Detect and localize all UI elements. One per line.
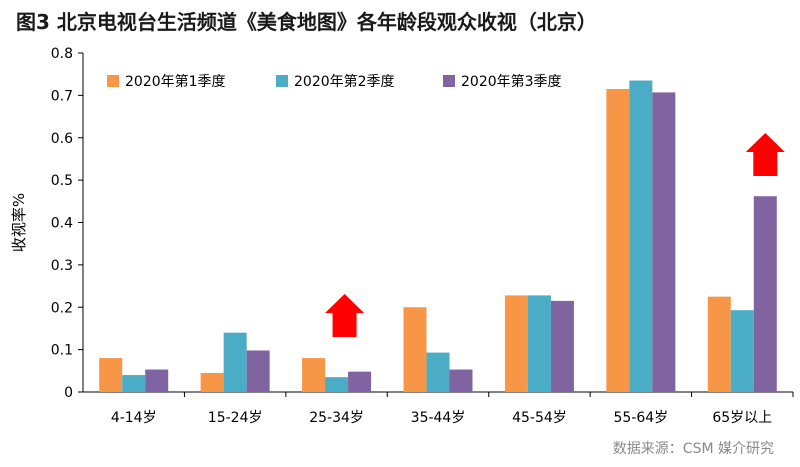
x-tick-label: 25-34岁 — [309, 410, 364, 426]
bar-1-5 — [504, 295, 528, 392]
bar-3-2 — [246, 350, 270, 392]
legend-swatch-3 — [443, 75, 455, 87]
bar-2-7 — [730, 310, 754, 392]
bar-3-7 — [753, 196, 777, 392]
y-tick-label: 0 — [64, 385, 73, 401]
x-tick-label: 35-44岁 — [411, 410, 466, 426]
up-arrow-icon — [325, 294, 365, 337]
bar-3-6 — [652, 92, 676, 392]
bar-3-1 — [145, 369, 169, 392]
bar-2-4 — [426, 352, 450, 392]
up-arrow-icon — [745, 133, 785, 176]
y-tick-label: 0.8 — [51, 46, 73, 62]
bar-3-4 — [449, 369, 473, 392]
bar-1-6 — [606, 89, 630, 393]
bar-1-1 — [99, 358, 123, 392]
chart-title: 图3 北京电视台生活频道《美食地图》各年龄段观众收视（北京） — [16, 10, 597, 34]
legend-label-3: 2020年第3季度 — [461, 73, 562, 90]
y-tick-label: 0.1 — [51, 343, 73, 359]
bar-1-4 — [403, 307, 427, 392]
bar-2-2 — [223, 332, 247, 392]
x-tick-label: 65岁以上 — [712, 410, 772, 426]
bar-3-3 — [348, 371, 372, 392]
y-axis-label: 收视率% — [10, 193, 28, 252]
source-note: 数据来源：CSM 媒介研究 — [612, 441, 774, 457]
bar-1-3 — [302, 358, 326, 392]
x-tick-label: 55-64岁 — [614, 410, 669, 426]
bar-1-7 — [707, 296, 731, 392]
x-tick-label: 45-54岁 — [512, 410, 567, 426]
bar-2-3 — [325, 377, 349, 392]
y-tick-label: 0.7 — [51, 88, 73, 104]
legend-label-2: 2020年第2季度 — [294, 73, 395, 90]
y-tick-label: 0.3 — [51, 258, 73, 274]
bar-3-5 — [550, 300, 574, 392]
legend-swatch-1 — [107, 75, 119, 87]
legend-swatch-2 — [276, 75, 288, 87]
bar-2-1 — [122, 375, 146, 392]
y-tick-label: 0.2 — [51, 300, 73, 316]
y-tick-label: 0.4 — [51, 216, 73, 232]
bar-2-6 — [629, 80, 653, 392]
y-tick-label: 0.5 — [51, 173, 73, 189]
bar-2-5 — [527, 295, 551, 392]
y-tick-label: 0.6 — [51, 131, 73, 147]
x-tick-label: 4-14岁 — [111, 410, 157, 426]
x-tick-label: 15-24岁 — [208, 410, 263, 426]
bar-1-2 — [200, 372, 224, 392]
legend-label-1: 2020年第1季度 — [125, 73, 226, 90]
